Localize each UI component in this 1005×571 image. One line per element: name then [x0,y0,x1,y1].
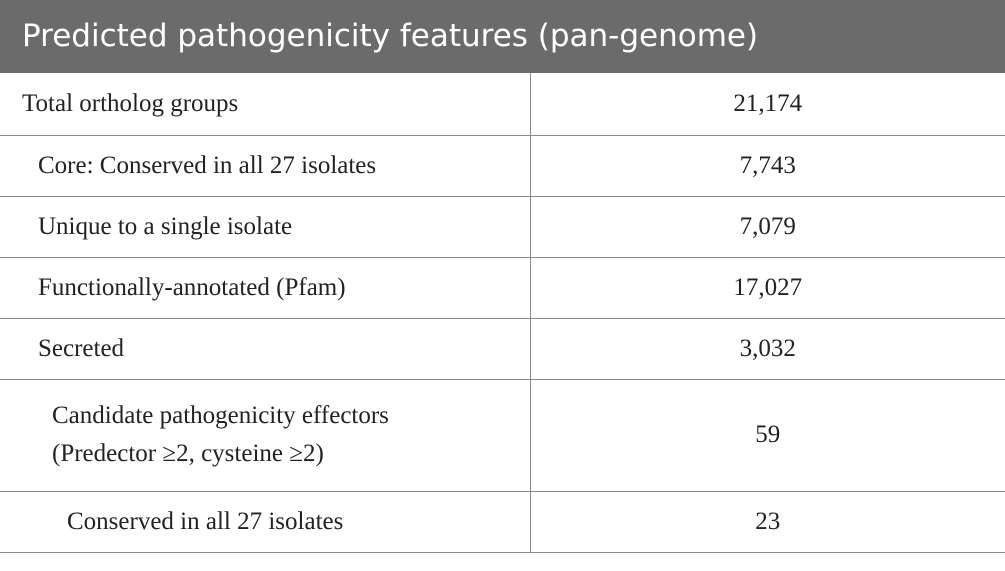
row-label-candidate-effectors-line2: (Predector ≥2, cysteine ≥2) [52,440,324,467]
row-value-secreted: 3,032 [529,317,1005,380]
row-label-candidate-effectors: Candidate pathogenicity effectors (Prede… [0,378,531,492]
row-value-functionally-annotated: 17,027 [529,256,1005,319]
table-row: Secreted 3,032 [0,317,1005,380]
row-value-candidate-effectors: 59 [529,378,1005,492]
table-title: Predicted pathogenicity features (pan-ge… [0,0,1005,73]
row-label-functionally-annotated: Functionally-annotated (Pfam) [0,256,531,319]
row-label-candidate-effectors-line1: Candidate pathogenicity effectors [52,402,389,429]
table-row: Total ortholog groups 21,174 [0,73,1005,136]
row-label-core: Core: Conserved in all 27 isolates [0,134,531,197]
features-grid: Total ortholog groups 21,174 Core: Conse… [0,73,1005,553]
row-label-unique: Unique to a single isolate [0,195,531,258]
row-value-core: 7,743 [529,134,1005,197]
row-label-conserved-effectors: Conserved in all 27 isolates [0,490,531,553]
row-label-total-ortholog-groups: Total ortholog groups [0,73,531,136]
row-value-total-ortholog-groups: 21,174 [529,73,1005,136]
table-row: Candidate pathogenicity effectors (Prede… [0,378,1005,492]
table-row: Core: Conserved in all 27 isolates 7,743 [0,134,1005,197]
table-row: Conserved in all 27 isolates 23 [0,490,1005,553]
table-row: Unique to a single isolate 7,079 [0,195,1005,258]
row-value-unique: 7,079 [529,195,1005,258]
table-row: Functionally-annotated (Pfam) 17,027 [0,256,1005,319]
row-value-conserved-effectors: 23 [529,490,1005,553]
row-label-secreted: Secreted [0,317,531,380]
features-table: Predicted pathogenicity features (pan-ge… [0,0,1005,553]
